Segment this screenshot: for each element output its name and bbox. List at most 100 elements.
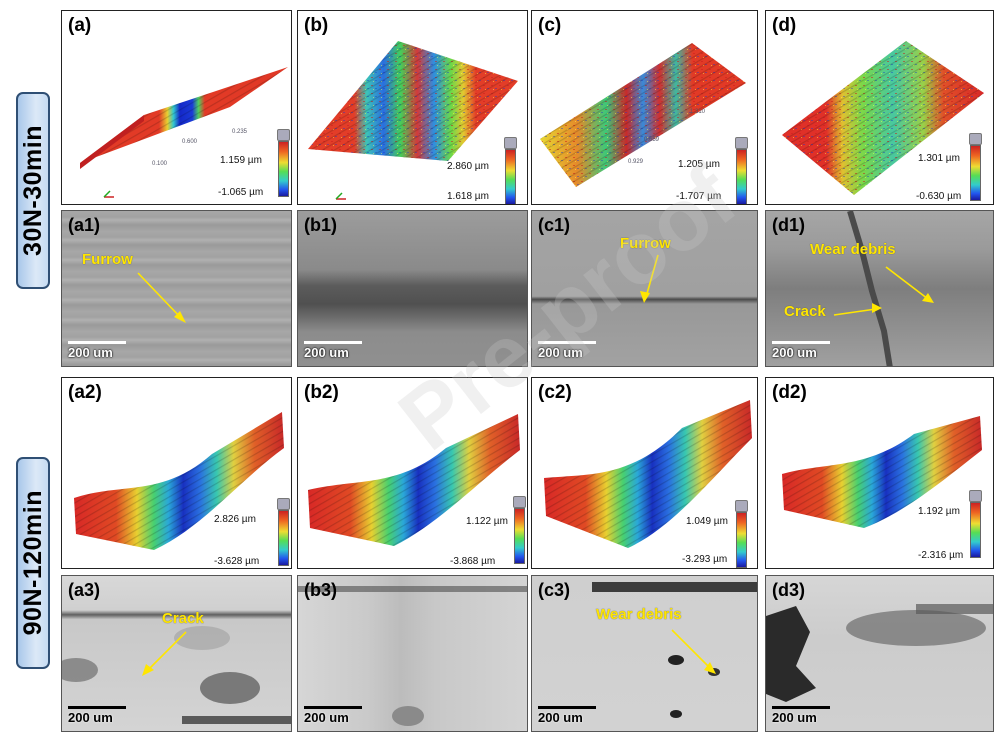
colorbar-min-value: -1.707 µm [676, 191, 722, 202]
colorbar-max-value: 1.192 µm [918, 506, 960, 517]
colorbar-cap [735, 137, 748, 149]
colorbar-min-value: -0.630 µm [916, 191, 962, 202]
scale-bar: 200 um [68, 706, 126, 725]
topo-panel-d: (d) 1.301 µm -0.630 µm [765, 10, 994, 205]
scale-bar-label: 200 um [772, 345, 817, 360]
row-label-30n-30min: 30N-30min [16, 92, 50, 289]
colorbar-max-value: 2.860 µm [447, 161, 489, 172]
panel-label: (d3) [772, 580, 805, 600]
scale-bar: 200 um [772, 341, 830, 360]
sem-panel-c1: (c1) Furrow 200 um [531, 210, 758, 367]
panel-label: (a1) [68, 215, 101, 235]
axis-triad-icon [335, 192, 346, 200]
axis-tick: 0.235 [232, 129, 248, 135]
colorbar [278, 510, 289, 566]
topo-panel-c2: (c2) 1.049 µm -3.293 µm [531, 377, 758, 569]
colorbar [736, 149, 747, 204]
colorbar-min-value: -1.065 µm [218, 187, 264, 198]
annotation-crack: Crack [162, 610, 204, 627]
panel-label: (d1) [772, 215, 805, 235]
colorbar-cap [969, 133, 982, 145]
axis-tick: 0.100 [152, 161, 168, 167]
panel-label: (d) [772, 15, 797, 36]
colorbar-max-value: 2.826 µm [214, 514, 256, 525]
colorbar [505, 149, 516, 204]
colorbar-max-value: 1.159 µm [220, 155, 262, 166]
panel-label: (b) [304, 15, 329, 36]
colorbar [736, 512, 747, 568]
colorbar-max-value: 1.049 µm [686, 516, 728, 527]
topo-panel-b: (b) 2.860 µm 1.618 µm [297, 10, 528, 205]
annotation-wear-debris: Wear debris [810, 241, 896, 258]
panel-label: (d2) [772, 382, 807, 403]
row-label-text: 30N-30min [18, 125, 47, 256]
annotation-crack: Crack [784, 303, 826, 320]
scale-bar-label: 200 um [772, 710, 817, 725]
panel-label: (c1) [538, 215, 571, 235]
surface-3d-plot [544, 400, 752, 548]
scale-bar-label: 200 um [538, 710, 583, 725]
panel-label: (a3) [68, 580, 101, 600]
colorbar-max-value: 1.301 µm [918, 153, 960, 164]
colorbar-cap [969, 490, 982, 502]
sem-panel-a3: (a3) Crack 200 um [61, 575, 292, 732]
colorbar-max-value: 1.122 µm [466, 516, 508, 527]
annotation-wear-debris: Wear debris [596, 606, 682, 623]
topo-panel-b2: (b2) 1.122 µm -3.868 µm [297, 377, 528, 569]
scale-bar-label: 200 um [304, 345, 349, 360]
colorbar [970, 145, 981, 201]
scale-bar-label: 200 um [304, 710, 349, 725]
surface-3d-plot [782, 416, 982, 528]
scale-bar-label: 200 um [68, 710, 113, 725]
topo-panel-a2: (a2) 2.826 µm -3.628 µm [61, 377, 292, 569]
axis-tick: 0.600 [182, 139, 198, 145]
panel-label: (b2) [304, 382, 339, 403]
surface-3d-plot [782, 41, 984, 195]
colorbar-min-value: 1.618 µm [447, 191, 489, 202]
colorbar [970, 502, 981, 558]
scale-bar: 200 um [304, 341, 362, 360]
colorbar-min-value: -2.316 µm [918, 550, 964, 561]
scale-bar: 200 um [772, 706, 830, 725]
colorbar [514, 508, 525, 564]
topo-panel-a: (a) 0.600 0.235 0.100 1.159 µm -1.065 µm [61, 10, 292, 205]
axis-triad-icon [103, 190, 114, 198]
scale-bar: 200 um [538, 706, 596, 725]
sem-panel-b1: (b1) 200 um [297, 210, 528, 367]
sem-panel-c3: (c3) Wear debris 200 um [531, 575, 758, 732]
sem-panel-a1: (a1) Furrow 200 um [61, 210, 292, 367]
topo-panel-c: (c) 1.310 0.659 0.929 1.205 µm -1.707 µm [531, 10, 758, 205]
scale-bar: 200 um [304, 706, 362, 725]
sem-panel-b3: (b3) 200 um [297, 575, 528, 732]
colorbar-cap [735, 500, 748, 512]
colorbar-min-value: -3.293 µm [682, 554, 728, 565]
panel-label: (c3) [538, 580, 571, 600]
axis-tick: 0.659 [644, 137, 660, 143]
sem-panel-d3: (d3) 200 um [765, 575, 994, 732]
surface-3d-plot [74, 412, 284, 550]
panel-label: (b1) [304, 215, 337, 235]
surface-3d-plot [308, 414, 520, 546]
row-label-text: 90N-120min [18, 490, 47, 636]
annotation-furrow: Furrow [82, 251, 133, 268]
scale-bar-label: 200 um [538, 345, 583, 360]
panel-label: (a) [68, 15, 92, 36]
panel-label: (b3) [304, 580, 337, 600]
colorbar-cap [277, 498, 290, 510]
topo-panel-d2: (d2) 1.192 µm -2.316 µm [765, 377, 994, 569]
colorbar-max-value: 1.205 µm [678, 159, 720, 170]
colorbar-cap [504, 137, 517, 149]
row-label-90n-120min: 90N-120min [16, 457, 50, 669]
surface-3d-plot [540, 43, 746, 187]
colorbar-cap [513, 496, 526, 508]
surface-3d-plot [80, 67, 288, 169]
axis-tick: 1.310 [690, 109, 706, 115]
surface-3d-plot [308, 41, 518, 161]
colorbar-min-value: -3.868 µm [450, 556, 496, 567]
panel-label: (c) [538, 15, 562, 36]
axis-tick: 0.929 [628, 159, 644, 165]
scale-bar: 200 um [68, 341, 126, 360]
annotation-furrow: Furrow [620, 235, 671, 252]
colorbar-min-value: -3.628 µm [214, 556, 260, 567]
colorbar [278, 141, 289, 197]
